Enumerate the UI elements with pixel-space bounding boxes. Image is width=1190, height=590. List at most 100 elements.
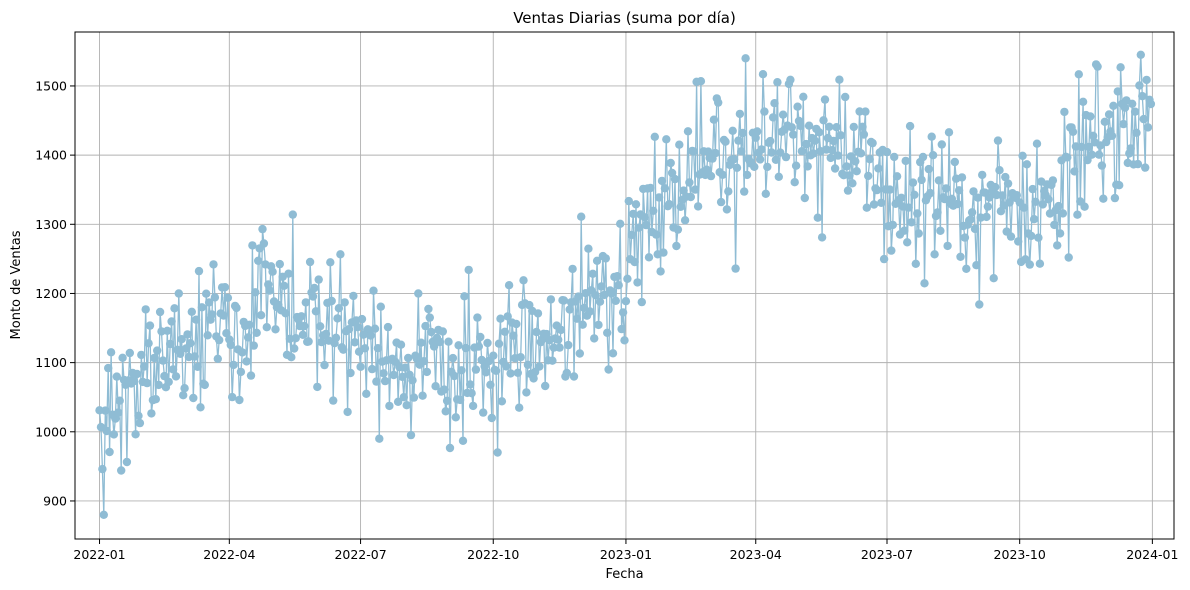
data-point [618,308,628,317]
data-point [758,70,768,79]
data-point [1094,150,1104,159]
data-point [454,341,463,350]
data-point [464,265,473,275]
data-point [1119,119,1128,129]
data-point [763,162,772,172]
data-point [375,434,384,443]
data-point [890,152,899,162]
data-point [180,384,189,393]
data-point [1053,241,1062,250]
data-point [1139,114,1148,124]
data-point [1054,201,1063,211]
data-point [546,295,556,304]
data-point [316,322,325,331]
data-point [858,122,867,131]
data-point [790,178,799,187]
data-point [819,116,828,125]
data-point [603,328,612,337]
data-point [631,200,641,209]
data-point [600,290,609,300]
data-point [728,126,737,135]
data-point [1073,210,1082,219]
data-point [562,368,571,378]
data-point [597,282,606,291]
x-tick-label: 2023-10 [994,547,1046,562]
data-point [735,109,745,119]
data-point [732,163,742,172]
data-point [995,166,1004,175]
data-point [1068,127,1078,136]
data-point [160,371,169,381]
data-point [584,244,593,253]
data-point [693,202,703,211]
data-point [1060,107,1069,117]
data-point [401,363,410,372]
data-point [186,339,195,348]
data-point [248,241,257,250]
data-point [246,371,256,380]
data-point [828,146,837,155]
data-point [604,365,613,374]
data-point [1133,159,1143,169]
data-point [691,185,700,194]
data-point [468,401,478,411]
data-point [419,357,429,366]
data-point [652,230,661,239]
data-point [753,127,762,136]
data-point [406,430,416,440]
data-point [820,95,830,104]
y-tick-label: 1400 [35,148,67,163]
data-point [629,209,638,219]
data-point [716,197,726,207]
data-point [489,351,498,360]
data-point [271,325,280,334]
data-point [936,226,945,235]
data-point [559,296,569,305]
data-point [440,385,449,394]
data-point [167,317,176,326]
chart-title: Ventas Diarias (suma por día) [513,9,736,27]
data-point [757,145,766,154]
data-point [370,324,380,333]
data-point [389,370,398,380]
data-point [158,356,168,365]
data-point [676,202,685,211]
series-sales [95,50,1156,519]
data-point [934,176,944,185]
data-point [885,185,895,194]
data-point [833,151,843,160]
data-point [972,261,981,270]
data-point [125,348,134,358]
data-point [761,189,770,198]
data-point [497,397,507,406]
data-point [989,274,998,283]
data-point [556,325,566,335]
data-point [954,186,964,195]
data-point [588,269,597,278]
data-point [408,376,417,385]
y-tick-label: 1500 [35,78,67,93]
data-point [249,341,258,350]
data-point [281,309,290,318]
data-point [236,367,246,377]
data-point [483,338,492,348]
data-point [924,164,933,174]
data-point [760,107,769,116]
data-point [1044,195,1053,204]
data-point [1109,101,1118,111]
data-point [874,164,883,173]
data-point [852,167,861,176]
data-point [709,115,719,124]
data-point [300,321,309,331]
data-point [441,407,450,416]
data-point [416,338,426,347]
data-point [252,328,261,337]
data-point [1022,160,1032,169]
data-point [213,354,222,363]
data-point [512,319,521,329]
data-point [481,368,491,377]
data-point [1006,232,1016,241]
data-point [314,275,323,284]
data-point [892,172,902,181]
